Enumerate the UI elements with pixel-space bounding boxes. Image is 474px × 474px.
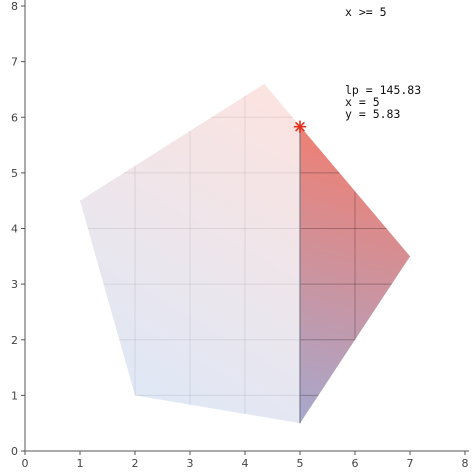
optimum-marker <box>293 120 307 134</box>
y-tick-label-8: 8 <box>11 0 18 13</box>
optimum-value-lp: lp = 145.83 <box>345 83 421 97</box>
optimum-star-stroke-3 <box>295 122 305 132</box>
optimum-value-x: x = 5 <box>345 95 380 109</box>
y-tick-label-2: 2 <box>11 334 18 347</box>
y-tick-label-7: 7 <box>11 56 18 69</box>
x-tick-label-3: 3 <box>187 457 194 470</box>
y-tick-label-4: 4 <box>11 223 18 236</box>
x-tick-label-5: 5 <box>297 457 304 470</box>
x-tick-label-4: 4 <box>242 457 249 470</box>
tick-marks: 0 1 2 3 4 5 6 7 8 0 1 2 3 4 5 6 7 8 <box>11 0 469 470</box>
y-tick-label-0: 0 <box>11 445 18 458</box>
grid-lines <box>80 83 410 424</box>
constraint-label: x >= 5 <box>345 5 387 19</box>
y-tick-label-1: 1 <box>11 389 18 402</box>
grid-group <box>80 83 410 424</box>
x-tick-label-7: 7 <box>407 457 414 470</box>
x-tick-label-0: 0 <box>22 457 29 470</box>
constrained-region <box>300 126 410 424</box>
x-tick-label-8: 8 <box>462 457 469 470</box>
y-tick-label-3: 3 <box>11 278 18 291</box>
axes <box>24 0 469 452</box>
y-tick-label-5: 5 <box>11 167 18 180</box>
optimum-value-y: y = 5.83 <box>345 107 400 121</box>
y-tick-label-6: 6 <box>11 111 18 124</box>
x-tick-label-2: 2 <box>132 457 139 470</box>
x-tick-label-1: 1 <box>77 457 84 470</box>
x-tick-label-6: 6 <box>352 457 359 470</box>
